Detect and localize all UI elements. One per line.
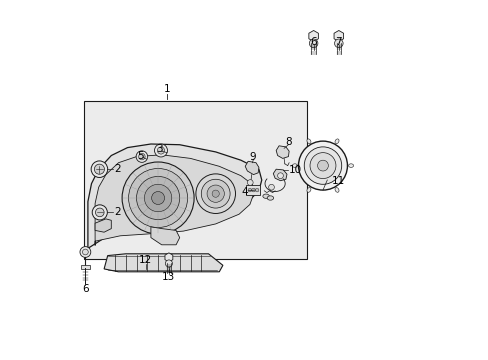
Polygon shape bbox=[164, 253, 172, 262]
Ellipse shape bbox=[306, 188, 310, 192]
Text: 12: 12 bbox=[139, 255, 152, 265]
Text: 6: 6 bbox=[82, 284, 88, 294]
Text: 3: 3 bbox=[156, 144, 162, 154]
Polygon shape bbox=[95, 219, 111, 232]
Polygon shape bbox=[104, 254, 223, 272]
Circle shape bbox=[309, 153, 335, 179]
Circle shape bbox=[317, 160, 328, 171]
Circle shape bbox=[334, 39, 343, 48]
Circle shape bbox=[91, 161, 107, 177]
Circle shape bbox=[201, 179, 230, 208]
Text: 13: 13 bbox=[162, 272, 175, 282]
Circle shape bbox=[136, 151, 147, 162]
Circle shape bbox=[304, 147, 341, 184]
Polygon shape bbox=[333, 31, 343, 41]
Circle shape bbox=[212, 190, 219, 197]
Circle shape bbox=[151, 192, 164, 204]
Ellipse shape bbox=[334, 188, 338, 192]
Ellipse shape bbox=[263, 194, 269, 198]
Text: 2: 2 bbox=[114, 207, 121, 217]
Text: 7: 7 bbox=[335, 37, 342, 47]
Circle shape bbox=[277, 173, 283, 179]
Circle shape bbox=[247, 180, 253, 185]
Circle shape bbox=[136, 176, 179, 220]
Circle shape bbox=[82, 249, 88, 255]
Circle shape bbox=[165, 260, 172, 267]
Polygon shape bbox=[95, 155, 253, 246]
Ellipse shape bbox=[348, 164, 353, 167]
Circle shape bbox=[247, 188, 251, 192]
Circle shape bbox=[309, 39, 317, 48]
Bar bbox=[81, 265, 89, 269]
Circle shape bbox=[128, 168, 187, 228]
Polygon shape bbox=[88, 144, 261, 248]
Ellipse shape bbox=[306, 139, 310, 144]
Text: 2: 2 bbox=[114, 164, 121, 174]
Circle shape bbox=[95, 208, 104, 217]
Circle shape bbox=[139, 153, 145, 160]
Ellipse shape bbox=[334, 139, 338, 144]
Text: 1: 1 bbox=[163, 84, 170, 94]
Text: 5: 5 bbox=[137, 150, 143, 161]
Circle shape bbox=[251, 188, 255, 192]
Circle shape bbox=[206, 185, 224, 202]
Bar bbox=[84, 101, 307, 259]
Ellipse shape bbox=[266, 196, 273, 200]
Circle shape bbox=[154, 144, 167, 157]
Text: 4: 4 bbox=[241, 186, 247, 197]
Circle shape bbox=[298, 141, 347, 190]
Text: 9: 9 bbox=[248, 152, 255, 162]
Polygon shape bbox=[276, 146, 288, 158]
Text: 11: 11 bbox=[331, 176, 345, 186]
Text: 8: 8 bbox=[285, 137, 291, 147]
Circle shape bbox=[92, 205, 107, 220]
Circle shape bbox=[255, 188, 258, 192]
Circle shape bbox=[144, 184, 171, 212]
Polygon shape bbox=[308, 31, 318, 41]
Text: 6: 6 bbox=[310, 37, 316, 47]
Text: 10: 10 bbox=[288, 165, 302, 175]
Polygon shape bbox=[151, 227, 179, 245]
Circle shape bbox=[80, 247, 91, 257]
Circle shape bbox=[122, 162, 194, 234]
Bar bbox=[246, 185, 260, 195]
Circle shape bbox=[94, 164, 104, 174]
Circle shape bbox=[196, 174, 235, 213]
Polygon shape bbox=[273, 169, 286, 181]
Circle shape bbox=[268, 184, 274, 190]
Polygon shape bbox=[244, 161, 258, 175]
Ellipse shape bbox=[292, 164, 297, 167]
Circle shape bbox=[157, 147, 164, 154]
